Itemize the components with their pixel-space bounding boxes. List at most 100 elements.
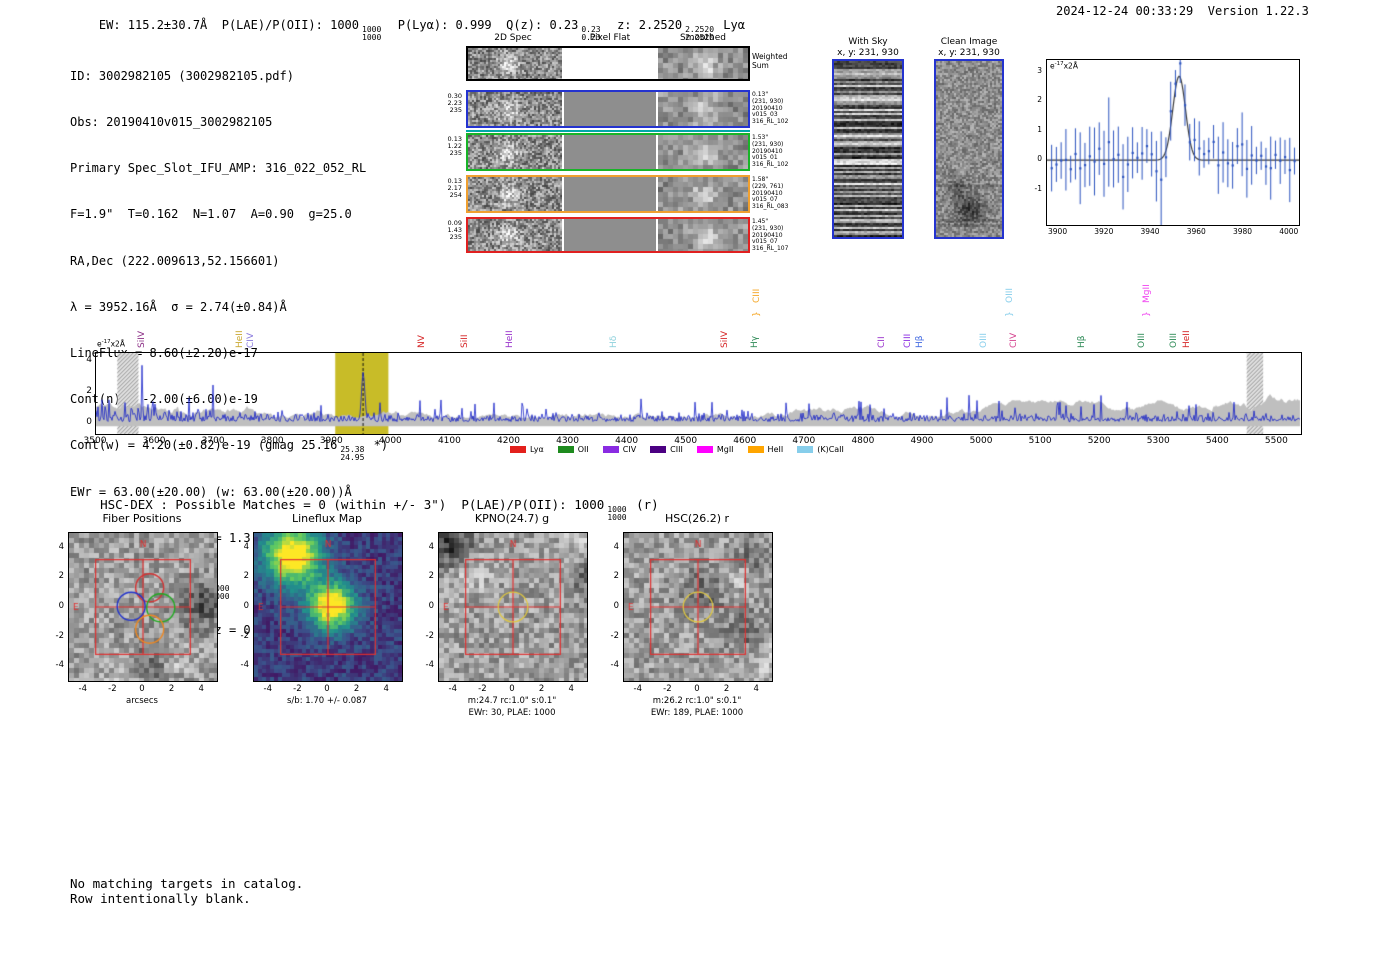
main-ytick-label: 2	[86, 386, 92, 397]
main-ylabel: e-17x2Å	[97, 339, 125, 349]
legend-swatch	[696, 446, 713, 453]
panel-ytick-label: 2	[613, 571, 619, 582]
main-ytick-label: 4	[86, 355, 92, 366]
zoom-ytick-label: 1	[1037, 124, 1042, 134]
legend-swatch	[650, 446, 667, 453]
plae-frac: 1000 1000	[210, 585, 229, 601]
fiber-annotation-line: v015_07	[752, 238, 778, 246]
panel-xtick-label: -4	[263, 684, 273, 694]
frac-lo: 1000	[607, 513, 627, 522]
panel-xtick-label: 4	[198, 684, 204, 694]
legend-label: CIV	[622, 445, 637, 454]
fiber-annotation-line: (231, 930)	[752, 97, 784, 105]
panel-ytick-label: 2	[428, 571, 434, 582]
clean-image-title: Clean Image	[940, 37, 998, 47]
legend-label: CIII	[670, 445, 683, 454]
main-xtick-label: 3700	[201, 436, 225, 446]
line-label-oiii: OIII	[1168, 332, 1179, 348]
main-xtick-label: 4700	[792, 436, 816, 446]
ylabel-sup: -17	[101, 339, 111, 345]
spec2d-row	[466, 175, 750, 213]
zoom-xtick-label: 3940	[1140, 227, 1160, 236]
panel-xlabel-4: m:26.2 rc:1.0" s:0.1"	[652, 696, 742, 706]
fiber-annotation-line: 316_RL_107	[752, 245, 789, 253]
panel-xlabel-2: s/b: 1.70 +/- 0.087	[287, 696, 367, 706]
panel-image-4	[623, 532, 773, 682]
spec2d-smoothed-image	[658, 219, 748, 251]
main-xtick-label: 4200	[497, 436, 520, 446]
info-seeing: F=1.9" T=0.162 N=1.07 A=0.90 g=25.0	[70, 207, 352, 222]
clean-image	[934, 59, 1004, 239]
matches-text: HSC-DEX : Possible Matches = 0 (within +…	[100, 497, 605, 512]
spec2d-row-annotations: 1.45" (231, 930) 20190410 v015_07 316_RL_107	[752, 218, 798, 253]
panel-ytick-label: 0	[58, 601, 64, 611]
line-label-hβ: Hβ	[1076, 335, 1087, 348]
legend-item: MgII	[696, 445, 734, 454]
panel-xtick-label: 4	[753, 684, 759, 694]
panel-title-1: Fiber Positions	[102, 512, 182, 525]
main-xtick-label: 3800	[260, 436, 284, 446]
main-xtick-label: 4100	[437, 436, 461, 446]
spec2d-row-left-labels: 0.30 2.23 235	[440, 93, 462, 114]
legend-item: CIV	[602, 445, 637, 454]
panel-image-2	[253, 532, 403, 682]
spectrum-legend: Lyα OII CIV CIII MgII HeII (K)CaII	[510, 445, 844, 454]
fiber-weight-value: 1.22	[447, 142, 462, 150]
note-no-matches: No matching targets in catalog.	[70, 876, 304, 891]
fiber-annotation-line: (231, 930)	[752, 224, 784, 232]
line-label-mgii: MgII	[1141, 284, 1152, 303]
fiber-annotation-line: 1.58"	[752, 176, 769, 183]
spec2d-row-annotations: 0.13" (231, 930) 20190410 v015_03 316_RL_102	[752, 91, 798, 126]
legend-item: HeII	[747, 445, 783, 454]
fiber-weight-value: 235	[449, 233, 462, 241]
frac-lo: 0.23	[581, 33, 601, 42]
line-label-civ: CIV	[1008, 332, 1019, 348]
weighted-sum-label-1: Weighted	[752, 52, 788, 61]
zoom-ytick-label: 3	[1037, 65, 1042, 75]
panel-ytick-label: 2	[58, 571, 64, 582]
line-label-brace: }	[1141, 311, 1152, 317]
line-label-ciii: CIII	[751, 288, 762, 303]
spec2d-pixelflat-image	[564, 177, 656, 211]
zoom-ytick-label: 2	[1037, 95, 1042, 105]
panel-xtick-label: -4	[78, 684, 88, 694]
spec2d-row	[466, 46, 750, 81]
header-plae-frac: 1000 1000	[362, 26, 381, 42]
line-label-ciii: CIII	[903, 333, 913, 348]
panel-image-3	[438, 532, 588, 682]
zoom-xtick-label: 3980	[1232, 227, 1253, 236]
main-xtick-label: 5100	[1028, 436, 1052, 446]
info-cont-w: Cont(w) = 4.20(±0.82)e-19 (gmag 25.16 25.…	[70, 438, 388, 462]
fiber-annotation-line: 20190410	[752, 231, 783, 239]
main-xtick-label: 5400	[1205, 436, 1229, 446]
main-xtick-label: 3500	[83, 436, 107, 446]
panel-ytick-label: -4	[55, 660, 64, 671]
spec2d-2dspec-image	[468, 48, 562, 79]
with-sky-image	[832, 59, 904, 239]
line-label-oiii: OIII	[1136, 332, 1147, 348]
panel-xtick-label: 0	[694, 684, 700, 694]
fiber-annotation-line: 20190410	[752, 189, 783, 197]
fiber-weight-value: 254	[449, 191, 462, 199]
panel-xtick-label: 2	[723, 684, 730, 694]
spec2d-title-pixelflat: Pixel Flat	[589, 33, 631, 43]
with-sky-coords: x, y: 231, 930	[837, 48, 899, 58]
panel-xtick-label: 4	[383, 684, 389, 694]
fiber-weight-value: 0.30	[447, 92, 462, 100]
legend-item: OII	[557, 445, 589, 454]
frac-lo: 1000	[210, 592, 230, 602]
panel-ytick-label: -2	[425, 630, 434, 641]
header-qz-frac: 0.23 0.23	[581, 26, 600, 42]
line-label-heii: HeII	[234, 330, 245, 348]
matches-frac: 1000 1000	[607, 506, 626, 522]
panel-xtick-label: -2	[293, 684, 302, 694]
line-label-brace: }	[1005, 311, 1016, 317]
panel-xlabel-3: m:24.7 rc:1.0" s:0.1"	[467, 696, 557, 706]
line-label-heii: HeII	[1181, 330, 1192, 348]
fiber-annotation-line: (229, 761)	[752, 182, 784, 190]
line-label-oiii: OIII	[979, 332, 990, 348]
info-ewr: EWr = 63.00(±20.00) (w: 63.00(±20.00))Å	[70, 484, 352, 499]
zoom-ytick-label: 0	[1037, 154, 1042, 164]
spec2d-row-left-labels: 0.13 1.22 235	[440, 136, 462, 157]
header-summary: EW: 115.2±30.7Å P(LAE)/P(OII): 1000 1000 1…	[70, 4, 745, 56]
